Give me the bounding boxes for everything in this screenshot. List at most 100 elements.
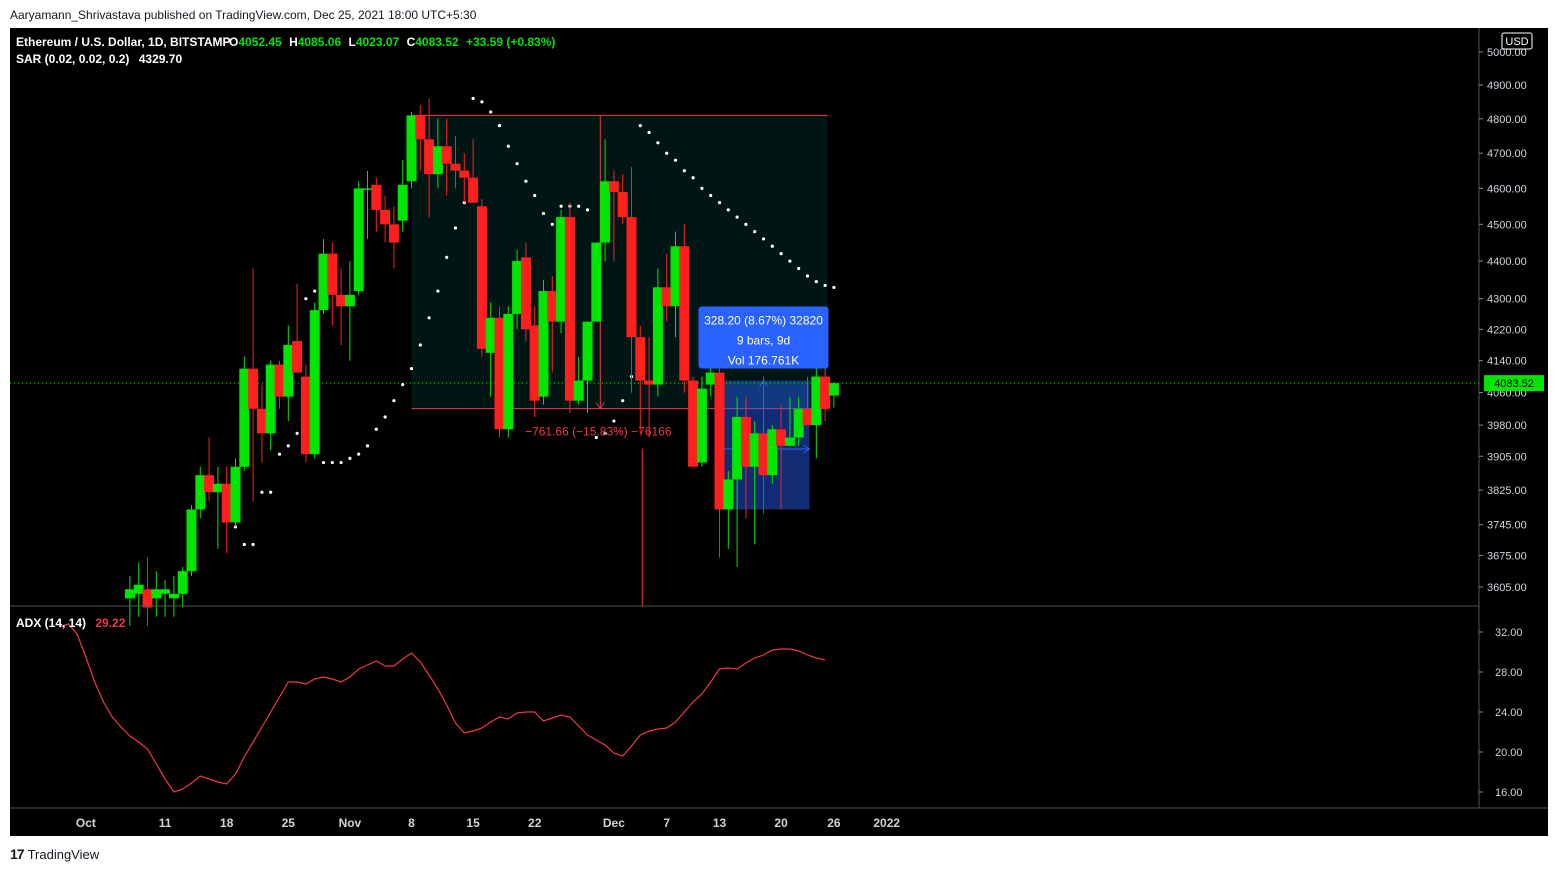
candle-down (292, 283, 303, 373)
candle-body (300, 376, 311, 455)
sar-dot (401, 382, 405, 387)
candle-down (380, 195, 391, 243)
legend-sar-label: SAR (0.02, 0.02, 0.2) (16, 52, 129, 66)
candles-layer (124, 98, 839, 627)
sar-dot (321, 460, 326, 465)
time-tick-label: 22 (528, 816, 542, 830)
candle-body (344, 294, 355, 307)
candle-down (529, 306, 540, 417)
last-price-tag: 4083.52 (1484, 375, 1544, 392)
sar-dot (594, 435, 598, 440)
candle-down (740, 396, 751, 519)
candle-body (679, 246, 690, 381)
candle-up (485, 302, 496, 397)
candle-body (221, 483, 232, 523)
sar-dot (330, 460, 334, 465)
sar-dot (665, 151, 669, 155)
candle-up (309, 302, 320, 459)
candle-up (503, 306, 514, 438)
candle-down (248, 268, 259, 501)
candle-body (670, 246, 681, 307)
sar-dot (533, 193, 537, 198)
candle-body (424, 139, 435, 175)
legend-o-value: 4052.45 (238, 35, 282, 49)
sar-dot (717, 201, 722, 205)
sar-dot (409, 367, 414, 371)
sar-dot (524, 179, 528, 183)
price-tick-label: 4800.00 (1487, 114, 1527, 126)
candle-body (142, 589, 153, 608)
candle-body (591, 242, 602, 322)
candle-body (776, 429, 787, 446)
sar-dot (497, 123, 502, 128)
candle-down (758, 376, 769, 514)
candle-down (371, 177, 382, 232)
candle-body (274, 364, 285, 397)
candle-body (749, 433, 760, 467)
footer-brand-text: TradingView (27, 846, 100, 862)
candle-down (520, 242, 531, 342)
candle-up (168, 575, 179, 617)
candle-body (696, 388, 707, 463)
candle-down (450, 135, 461, 189)
time-tick-label: 26 (827, 816, 841, 830)
sar-dot (445, 255, 449, 259)
time-tick-label: 11 (159, 816, 172, 830)
legend-l-value: 4023.07 (356, 35, 400, 49)
adx-tick-label: 24.00 (1495, 707, 1523, 719)
footer-brand[interactable]: 17 TradingView (10, 846, 99, 862)
candle-down (688, 376, 699, 467)
chart-frame[interactable]: 3605.00 3675.00 3745.00 3825.00 3905.00 3980.… (10, 28, 1548, 836)
candle-body (353, 188, 364, 292)
legend-c-value: 4083.52 (415, 35, 459, 49)
candle-body (248, 368, 259, 409)
candle-body (573, 380, 584, 401)
candle-up (652, 268, 663, 397)
candle-body (617, 191, 628, 218)
time-tick-label: Dec (603, 816, 625, 830)
time-tick-label: 13 (713, 816, 727, 830)
candle-down (644, 337, 655, 438)
time-tick-label: Nov (339, 816, 362, 830)
candle-up (151, 571, 162, 617)
tradingview-logo-icon: 17 (10, 846, 25, 862)
sar-dot (673, 158, 678, 162)
candle-down (468, 139, 479, 203)
candle-body (441, 146, 452, 164)
currency-badge[interactable]: USD (1501, 32, 1533, 50)
sar-dot (656, 141, 660, 145)
candle-body (186, 509, 197, 572)
candle-body (485, 317, 496, 353)
sar-dot (647, 130, 651, 135)
candle-body (608, 181, 619, 192)
candle-up (177, 566, 188, 608)
candle-up (230, 458, 241, 527)
sar-dot (832, 285, 836, 290)
candle-body (212, 483, 223, 493)
sar-dot (770, 244, 774, 248)
candle-body (635, 337, 646, 381)
candle-body (828, 383, 839, 396)
candle-body (239, 368, 250, 467)
legend-change: +33.59 (+0.83%) (466, 35, 555, 49)
sar-dot (691, 176, 695, 180)
sar-dot (577, 204, 581, 208)
price-tick-label: 4700.00 (1487, 148, 1527, 160)
candle-body (265, 364, 276, 434)
sar-dot (823, 283, 827, 288)
adx-line (59, 623, 826, 793)
sar-dot (480, 100, 484, 104)
candle-up (582, 321, 593, 413)
adx-legend: ADX (14, 14) 29.22 (16, 616, 126, 630)
adx-tick-label: 28.00 (1495, 667, 1523, 679)
candle-body (309, 310, 320, 455)
sar-dot (788, 259, 792, 263)
price-tick-label: 3905.00 (1487, 451, 1527, 463)
candle-up (353, 181, 364, 295)
candle-body (283, 344, 294, 397)
candle-body (362, 188, 373, 190)
candle-body (538, 291, 549, 397)
legend-h-label: H (289, 35, 298, 49)
sar-dot (779, 252, 783, 256)
chart-svg[interactable]: 3605.00 3675.00 3745.00 3825.00 3905.00 3980.… (10, 28, 1548, 836)
